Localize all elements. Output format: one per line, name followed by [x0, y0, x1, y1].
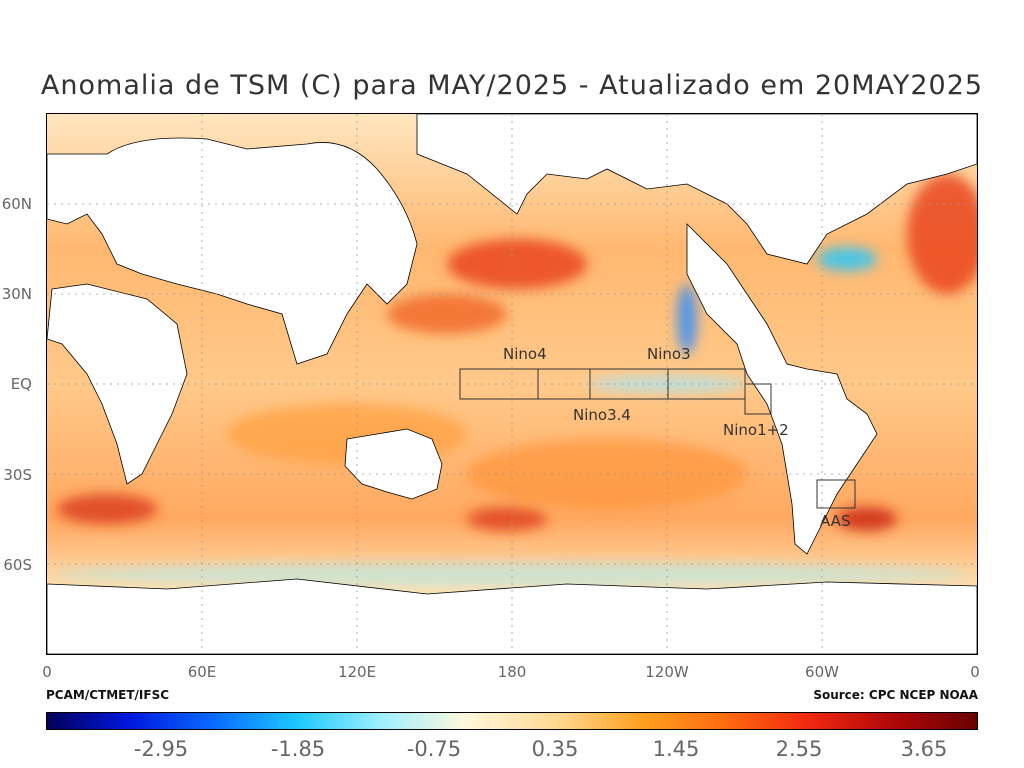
colorbar-label-3: -0.75 — [406, 737, 462, 761]
region-label-nino4: Nino4 — [503, 345, 547, 363]
credit-right: Source: CPC NCEP NOAA — [813, 688, 978, 702]
lon-label-0-end: 0 — [970, 663, 980, 681]
map-canvas — [47, 114, 977, 654]
region-label-aas: AAS — [820, 512, 851, 530]
lon-label-0: 0 — [42, 663, 52, 681]
lat-label-30n: 30N — [1, 285, 32, 303]
credit-left: PCAM/CTMET/IFSC — [46, 688, 170, 702]
australia-land — [344, 428, 443, 500]
region-label-nino34: Nino3.4 — [573, 406, 631, 424]
north-america-land — [416, 114, 977, 265]
lat-label-30s: 30S — [3, 466, 32, 484]
nino12-box — [744, 383, 772, 415]
lat-label-60n: 60N — [1, 195, 32, 213]
region-label-nino12: Nino1+2 — [723, 421, 789, 439]
antarctica-land — [47, 578, 977, 654]
colorbar-label-1: -2.95 — [133, 737, 189, 761]
eurasia-africa-north-land — [47, 137, 418, 365]
colorbar — [46, 712, 978, 730]
colorbar-label-7: 3.65 — [900, 737, 948, 761]
colorbar-label-2: -1.85 — [270, 737, 326, 761]
lon-label-60e: 60E — [187, 663, 217, 681]
aas-box — [816, 479, 856, 509]
map-title: Anomalia de TSM (C) para MAY/2025 - Atua… — [40, 70, 984, 101]
region-label-nino3: Nino3 — [647, 345, 691, 363]
colorbar-label-4: 0.35 — [531, 737, 579, 761]
nino-boxes — [459, 368, 856, 509]
graticule — [47, 114, 977, 654]
lon-label-60w: 60W — [805, 663, 839, 681]
lat-label-eq: EQ — [10, 375, 32, 393]
colorbar-label-6: 2.55 — [775, 737, 823, 761]
lon-label-120e: 120E — [337, 663, 377, 681]
lon-label-120w: 120W — [645, 663, 689, 681]
americas-land — [686, 223, 878, 555]
colorbar-label-5: 1.45 — [652, 737, 700, 761]
lon-label-180: 180 — [497, 663, 527, 681]
lat-label-60s: 60S — [3, 556, 32, 574]
sst-anomaly-map — [46, 113, 978, 655]
